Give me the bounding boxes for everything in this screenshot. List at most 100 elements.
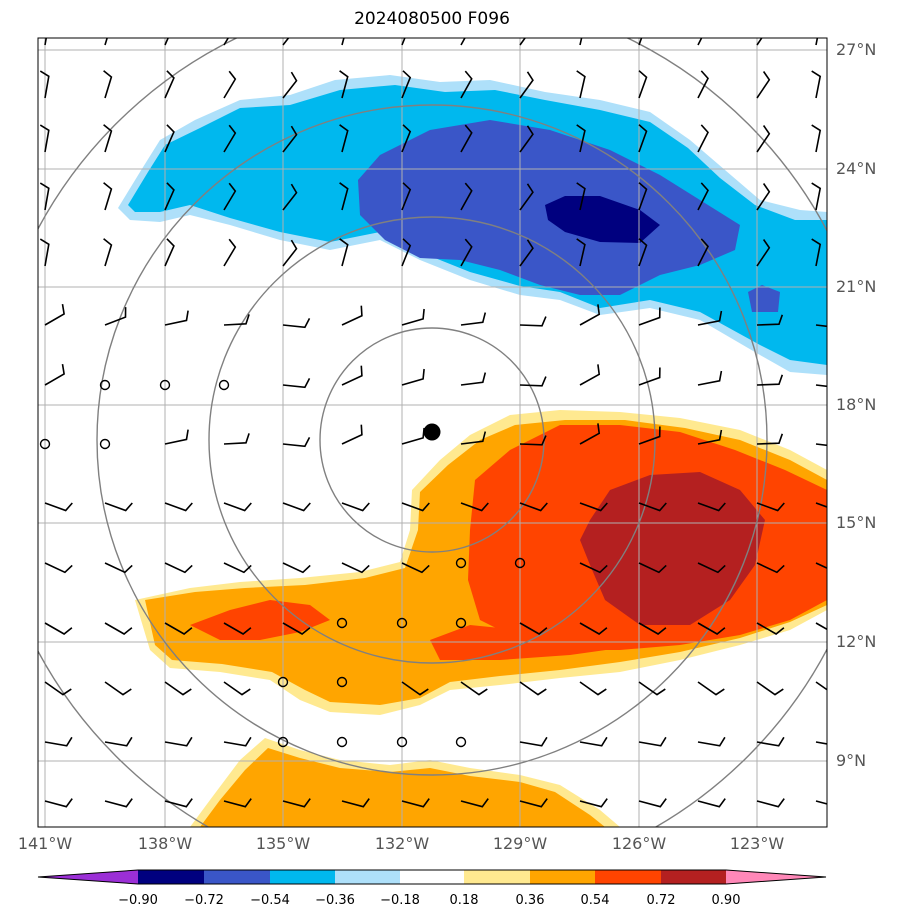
wind-barb (756, 125, 771, 153)
graticule (38, 38, 827, 827)
wind-barb (579, 38, 583, 46)
wind-barb (579, 562, 608, 574)
wind-barb (815, 443, 827, 447)
colorbar-tick: −0.90 (118, 893, 158, 908)
wind-barb (756, 433, 784, 445)
wind-barb (638, 562, 667, 574)
wind-barb (756, 736, 785, 747)
wind-barb (697, 182, 709, 211)
wind-barb (223, 38, 230, 46)
wind-barb (223, 502, 252, 512)
lat-label: 18°N (836, 395, 877, 414)
wind-barb (579, 423, 601, 445)
wind-barb (44, 502, 73, 512)
wind-barb (460, 502, 489, 512)
wind-barb (460, 38, 466, 46)
wind-barb (339, 182, 349, 211)
wind-barb (164, 182, 175, 211)
wind-barb (282, 798, 311, 808)
wind-barb (164, 238, 175, 267)
lat-label: 21°N (836, 277, 877, 296)
wind-barb (638, 124, 648, 153)
wind-barb (460, 798, 489, 808)
wind-barb (401, 427, 425, 445)
wind-barb (341, 562, 370, 574)
wind-barb (164, 622, 193, 635)
wind-barb (44, 681, 72, 696)
map-frame (37, 37, 828, 828)
wind-barb (697, 798, 726, 808)
wind-barb (282, 183, 298, 211)
wind-barb (282, 71, 298, 99)
colorbar (37, 869, 827, 885)
wind-barb (223, 433, 250, 445)
wind-barb (756, 798, 785, 808)
wind-barb (44, 303, 65, 326)
wind-barb (576, 70, 586, 99)
wind-barb (815, 562, 827, 570)
wind-barb (39, 124, 50, 153)
wind-barb (164, 502, 193, 512)
wind-barb (164, 38, 169, 46)
wind-barb (638, 622, 667, 635)
wind-barb (460, 182, 473, 211)
wind-barb (39, 70, 50, 99)
wind-barb (811, 70, 822, 99)
lon-label: 126°W (611, 834, 667, 853)
wind-barb (223, 124, 237, 153)
wind-barb (104, 622, 133, 635)
wind-barb (44, 622, 73, 635)
wind-barb (460, 70, 473, 99)
wind-barb (579, 364, 601, 386)
wind-barb (341, 365, 363, 386)
colorbar-tick: 0.72 (646, 893, 676, 908)
wind-barb (638, 38, 643, 46)
wind-barb (223, 70, 237, 99)
wind-barb (103, 70, 113, 99)
colorbar-tick: −0.54 (250, 893, 290, 908)
colorbar-tick: −0.36 (315, 893, 355, 908)
wind-barb (164, 310, 189, 326)
wind-barb (103, 238, 113, 267)
wind-barb (638, 367, 661, 386)
wind-barb (164, 70, 175, 99)
wind-barb (756, 562, 785, 574)
wind-barb (697, 562, 726, 574)
wind-barb (223, 681, 251, 696)
wind-barb (638, 798, 667, 808)
lon-label: 123°W (729, 834, 785, 853)
wind-barb (811, 124, 822, 153)
wind-barb (638, 681, 666, 696)
wind-barb (579, 502, 608, 512)
wind-barb (815, 800, 827, 805)
wind-barb (756, 71, 771, 99)
wind-barb (104, 798, 133, 808)
wind-barb (519, 681, 547, 696)
wind-barb (576, 182, 586, 211)
storm-center-marker (423, 423, 441, 441)
wind-barb (519, 239, 534, 267)
wind-barb (44, 798, 73, 808)
wind-barb (519, 435, 547, 446)
lat-label: 12°N (836, 632, 877, 651)
wind-barb (815, 384, 827, 388)
wind-barb (460, 681, 488, 696)
wind-barb (815, 324, 827, 328)
wind-barb (401, 562, 430, 574)
wind-barb (697, 502, 726, 512)
calm-wind-markers (39, 379, 526, 748)
wind-barb (811, 238, 822, 267)
wind-barb (341, 424, 363, 445)
wind-barb (223, 736, 252, 747)
wind-barb (282, 502, 311, 512)
wind-barb (460, 124, 473, 153)
wind-barb (341, 38, 345, 46)
wind-barb (39, 182, 50, 211)
wind-barb (579, 681, 607, 696)
wind-barb (576, 238, 586, 267)
wind-barb (638, 182, 648, 211)
wind-barb (697, 310, 723, 326)
wind-barb (579, 798, 608, 808)
wind-barb (282, 562, 311, 574)
wind-barb (164, 736, 193, 747)
